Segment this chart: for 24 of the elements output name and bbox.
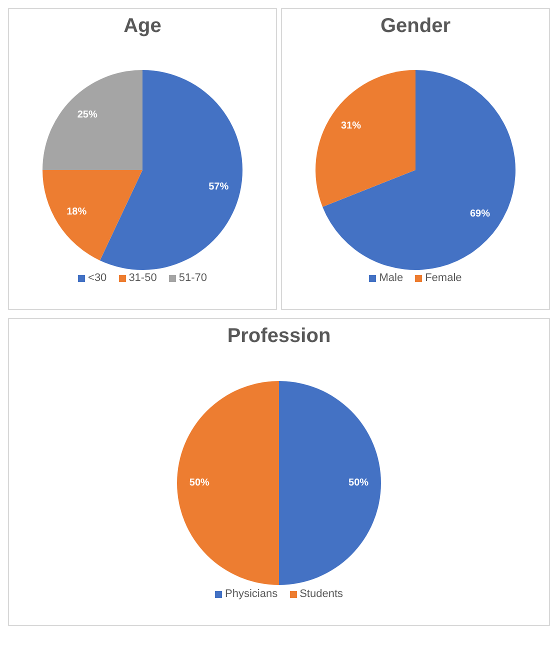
pie-slice xyxy=(100,70,242,270)
data-label: 31% xyxy=(340,120,362,132)
legend-label: 31-50 xyxy=(128,272,157,284)
legend-label: Male xyxy=(379,272,404,284)
chart-title: Age xyxy=(122,14,162,39)
data-label: 25% xyxy=(77,109,98,120)
legend-label: Physicians xyxy=(225,588,278,600)
pie-slice xyxy=(42,70,142,170)
pie-slice xyxy=(316,70,416,207)
chart-title: Gender xyxy=(379,14,452,39)
legend-label: Female xyxy=(425,272,462,284)
data-label: 69% xyxy=(470,208,490,220)
data-label: 50% xyxy=(348,478,369,488)
chart-title: Profession xyxy=(226,324,332,349)
legend-label: 51-70 xyxy=(178,272,207,284)
pie-slice xyxy=(42,170,142,260)
data-label: 18% xyxy=(66,206,87,218)
data-label: 57% xyxy=(208,182,229,193)
legend-label: Students xyxy=(300,588,343,600)
pie-slice xyxy=(279,381,381,585)
pie-slice xyxy=(177,381,279,585)
data-label: 50% xyxy=(189,478,210,488)
legend-label: <30 xyxy=(88,272,107,284)
pie-slice xyxy=(322,70,516,270)
